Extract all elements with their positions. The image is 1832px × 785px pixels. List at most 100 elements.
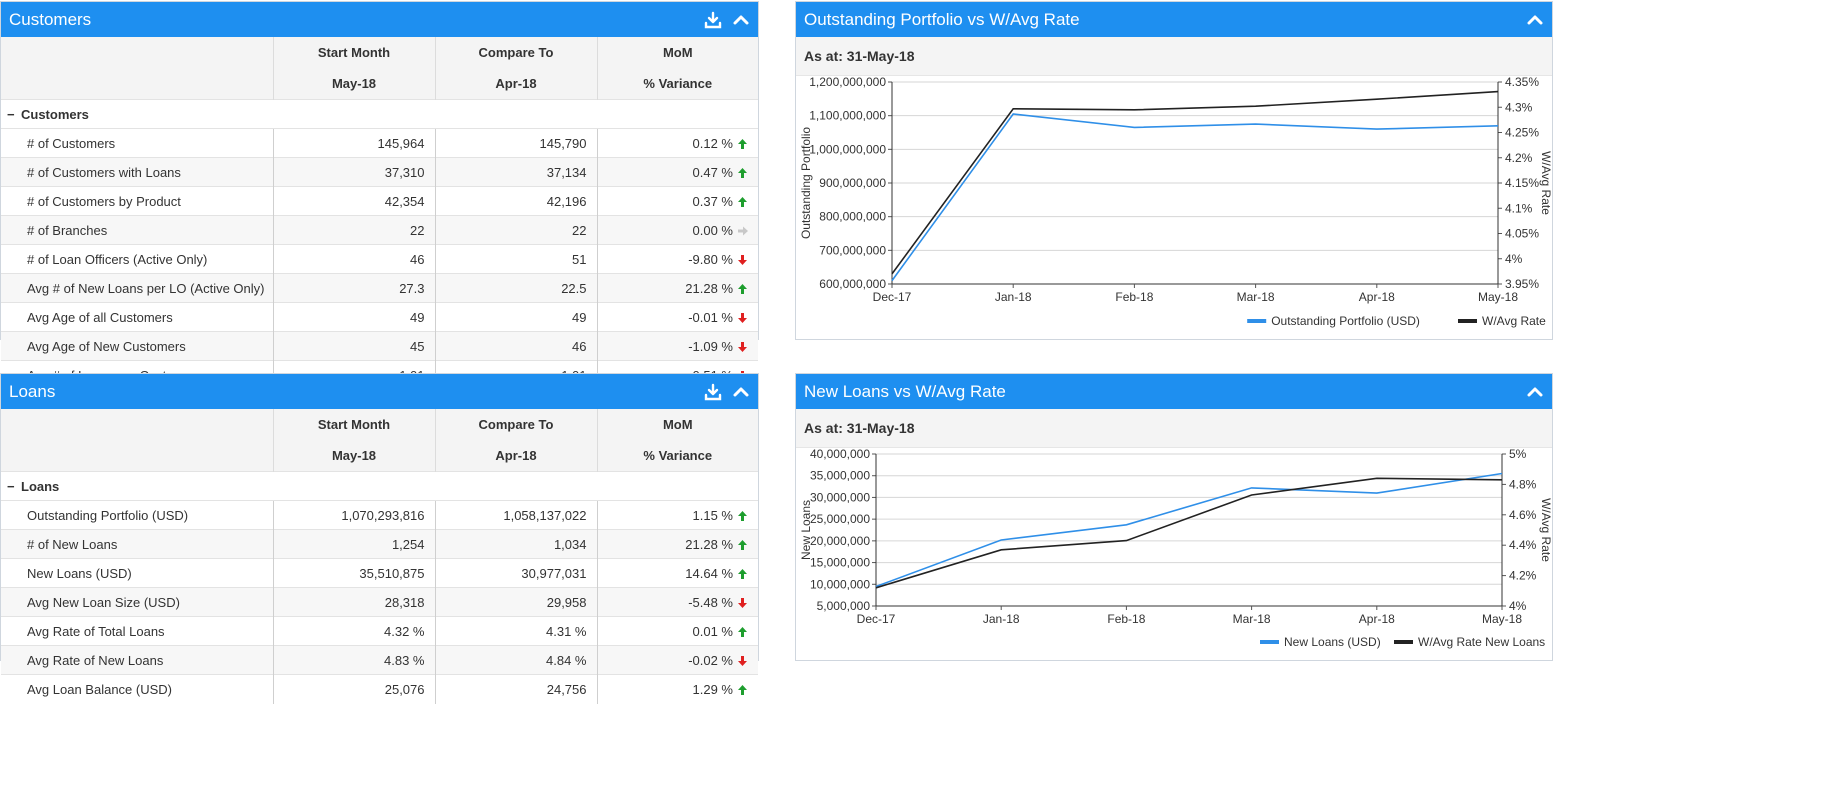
collapse-minus-icon[interactable]: − (7, 106, 15, 122)
table-row: # of Loan Officers (Active Only) 46 51 -9.8… (1, 244, 758, 274)
variance-value: -9.80 % (596, 244, 758, 274)
variance-value-text: 0.01 % (692, 623, 733, 639)
y2-tick-label: 4.25% (1505, 126, 1539, 140)
x-tick-label: Mar-18 (1237, 290, 1275, 304)
start-month-value: 46 (272, 244, 435, 274)
header-compare-to-value: Apr-18 (434, 68, 597, 100)
new-loans-chart-title: New Loans vs W/Avg Rate (804, 381, 1006, 401)
x-tick-label: Apr-18 (1359, 290, 1395, 304)
legend-label[interactable]: W/Avg Rate (1482, 314, 1546, 328)
legend-swatch[interactable] (1458, 319, 1477, 323)
series-line-rate (891, 90, 1499, 275)
compare-to-value: 37,134 (434, 157, 597, 187)
compare-to-value: 4.31 % (434, 616, 597, 646)
compare-to-value-text: 46 (572, 338, 587, 354)
y2-tick-label: 4.8% (1509, 477, 1537, 491)
row-label-text: # of Branches (27, 222, 108, 238)
row-label: Avg Age of all Customers (1, 302, 273, 332)
x-tick-label: Feb-18 (1115, 290, 1153, 304)
y2-tick-label: 4% (1505, 252, 1523, 266)
x-tick-label: May-18 (1478, 290, 1518, 304)
table-row: # of Branches 22 22 0.00 % (1, 215, 758, 245)
y-tick-label: 10,000,000 (810, 577, 870, 591)
variance-value: -1.09 % (596, 331, 758, 361)
start-month-value-text: 25,076 (384, 681, 425, 697)
customers-panel-title: Customers (9, 9, 92, 29)
header-compare-to: Compare To (434, 409, 597, 440)
group-row-customers[interactable]: − Customers (1, 99, 758, 129)
legend-label[interactable]: W/Avg Rate New Loans (1418, 635, 1545, 649)
start-month-value: 35,510,875 (272, 558, 435, 588)
compare-to-value: 49 (434, 302, 597, 332)
collapse-chevron-icon[interactable] (1526, 383, 1544, 401)
arrow-up-icon (738, 510, 747, 521)
arrow-up-icon (738, 684, 747, 695)
download-icon[interactable] (704, 11, 722, 29)
compare-to-value-text: 42,196 (546, 193, 587, 209)
x-tick-label: Dec-17 (873, 290, 912, 304)
start-month-value-text: 4.32 % (384, 623, 425, 639)
legend-label[interactable]: New Loans (USD) (1284, 635, 1381, 649)
variance-value-text: 1.15 % (692, 507, 733, 523)
collapse-chevron-icon[interactable] (732, 383, 750, 401)
compare-to-value: 145,790 (434, 128, 597, 158)
variance-value-text: -1.09 % (688, 338, 733, 354)
loans-panel: Loans Start Month Compare To MoM May-18 … (0, 373, 759, 704)
collapse-minus-icon[interactable]: − (7, 478, 15, 494)
x-tick-label: Jan-18 (995, 290, 1032, 304)
legend-swatch[interactable] (1394, 640, 1413, 644)
start-month-value-text: 45 (410, 338, 425, 354)
loans-panel-header: Loans (1, 374, 758, 409)
row-label-text: # of Loan Officers (Active Only) (27, 251, 208, 267)
row-label-text: # of Customers by Product (27, 193, 181, 209)
compare-to-value-text: 22.5 (561, 280, 587, 296)
header-blank (1, 37, 273, 100)
table-row: Avg Age of all Customers 49 49 -0.01 % (1, 302, 758, 332)
y-tick-label: 40,000,000 (810, 448, 870, 461)
new-loans-line-chart: 5,000,000 10,000,000 15,000,000 20,000,000 2… (799, 448, 1552, 649)
legend-label[interactable]: Outstanding Portfolio (USD) (1271, 314, 1420, 328)
legend-swatch[interactable] (1260, 640, 1279, 644)
arrow-down-icon (738, 254, 747, 265)
row-label: Avg New Loan Size (USD) (1, 587, 273, 617)
arrow-up-icon (738, 196, 747, 207)
y2-axis-title: W/Avg Rate (1539, 151, 1552, 215)
x-tick-label: Dec-17 (857, 612, 896, 626)
row-label-text: Avg Age of New Customers (27, 338, 186, 354)
arrow-up-icon (738, 167, 747, 178)
x-tick-label: May-18 (1482, 612, 1522, 626)
start-month-value: 4.83 % (272, 645, 435, 675)
start-month-value: 4.32 % (272, 616, 435, 646)
group-label: Customers (21, 106, 89, 122)
download-icon[interactable] (704, 383, 722, 401)
row-label-text: Avg Rate of Total Loans (27, 623, 165, 639)
variance-value-text: 21.28 % (685, 280, 733, 296)
series-line-primary (875, 472, 1503, 588)
y-axis-title: Outstanding Portfolio (799, 127, 813, 239)
row-label: Avg Age of New Customers (1, 331, 273, 361)
variance-value: 0.00 % (596, 215, 758, 245)
compare-to-value-text: 1,058,137,022 (503, 507, 587, 523)
table-row: Avg New Loan Size (USD) 28,318 29,958 -5.48… (1, 587, 758, 617)
y2-tick-label: 4.6% (1509, 508, 1537, 522)
compare-to-value-text: 29,958 (546, 594, 587, 610)
collapse-chevron-icon[interactable] (1526, 11, 1544, 29)
y-tick-label: 1,100,000,000 (809, 109, 886, 123)
collapse-chevron-icon[interactable] (732, 11, 750, 29)
group-row-loans[interactable]: − Loans (1, 471, 758, 501)
table-row: Avg Age of New Customers 45 46 -1.09 % (1, 331, 758, 361)
table-row: # of Customers 145,964 145,790 0.12 % (1, 128, 758, 158)
variance-value: 1.15 % (596, 500, 758, 530)
legend-swatch[interactable] (1247, 319, 1267, 323)
start-month-value: 25,076 (272, 674, 435, 704)
x-tick-label: Mar-18 (1233, 612, 1271, 626)
y-tick-label: 1,000,000,000 (809, 142, 886, 156)
start-month-value-text: 1,070,293,816 (341, 507, 425, 523)
y2-tick-label: 4.15% (1505, 176, 1539, 190)
table-row: Avg Rate of New Loans 4.83 % 4.84 % -0.02 % (1, 645, 758, 675)
row-label-text: New Loans (USD) (27, 565, 132, 581)
variance-value: 14.64 % (596, 558, 758, 588)
start-month-value-text: 22 (410, 222, 425, 238)
loans-table: Start Month Compare To MoM May-18 Apr-18… (1, 409, 758, 704)
row-label: # of Branches (1, 215, 273, 245)
